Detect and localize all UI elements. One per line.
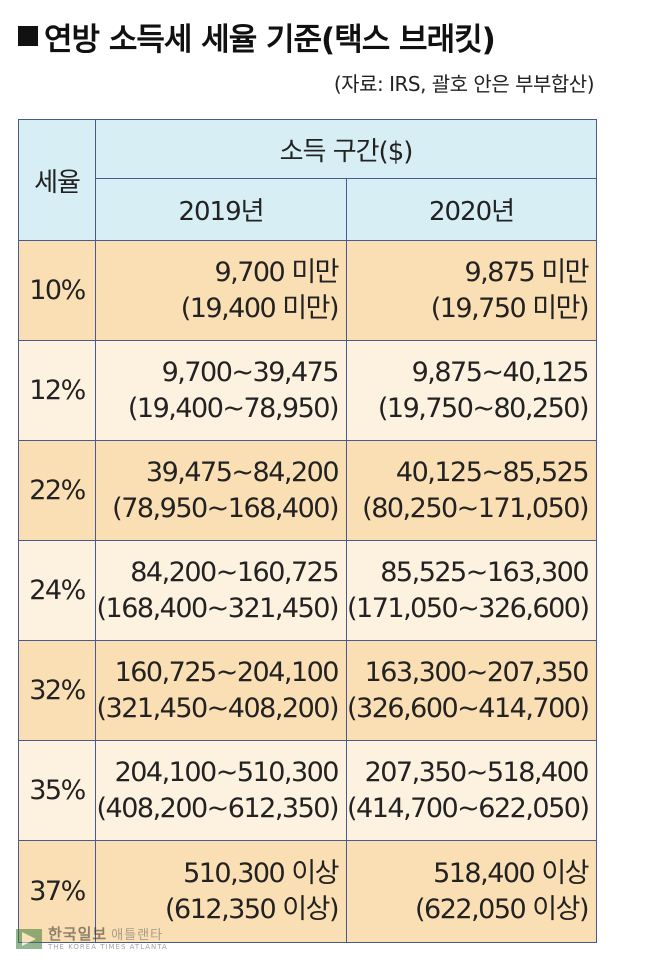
tax-rate-cell: 24% [18,540,96,641]
single-filer-range: 84,200~160,725 [130,556,339,588]
joint-filer-range: (408,200~612,350) [96,792,340,824]
joint-filer-range: (321,450~408,200) [96,692,340,724]
single-filer-range: 39,475~84,200 [145,456,340,488]
income-range-cell-2019: 510,300 이상 (612,350 이상) [95,840,347,943]
single-filer-range: 85,525~163,300 [380,556,589,588]
income-range-cell-2020: 85,525~163,300 (171,050~326,600) [346,540,597,641]
year-header-2019: 2019년 [95,178,347,241]
tax-rate-cell: 35% [18,740,96,841]
income-range-cell-2019: 9,700 미만 (19,400 미만) [95,240,347,341]
single-filer-range: 9,700 미만 [214,256,339,288]
title-square-marker [18,26,38,46]
table-row: 32% 160,725~204,100 (321,450~408,200) 163,3… [18,640,597,741]
source-note: (자료: IRS, 괄호 안은 부부합산) [333,72,595,96]
newspaper-watermark: 한국일보 애틀랜타 THE KOREA TIMES ATLANTA [16,927,168,951]
single-filer-range: 9,875~40,125 [411,356,590,388]
single-filer-range: 510,300 이상 [183,857,339,889]
year-header-2020: 2020년 [346,178,597,241]
single-filer-range: 9,700~39,475 [161,356,340,388]
income-range-cell-2020: 163,300~207,350 (326,600~414,700) [346,640,597,741]
table-row: 10% 9,700 미만 (19,400 미만) 9,875 미만 (19,750 미만… [18,240,597,341]
tax-rate-cell: 22% [18,440,96,541]
income-range-cell-2019: 204,100~510,300 (408,200~612,350) [95,740,347,841]
single-filer-range: 207,350~518,400 [364,756,590,788]
table-row: 37% 510,300 이상 (612,350 이상) 518,400 이상 (622,… [18,840,597,943]
single-filer-range: 518,400 이상 [433,857,589,889]
table-body: 10% 9,700 미만 (19,400 미만) 9,875 미만 (19,750 미만… [18,240,597,943]
table-row: 12% 9,700~39,475 (19,400~78,950) 9,875~40,1… [18,340,597,441]
joint-filer-range: (622,050 이상) [415,893,589,925]
joint-filer-range: (19,750 미만) [430,292,590,324]
joint-filer-range: (80,250~171,050) [362,492,589,524]
table-row: 35% 204,100~510,300 (408,200~612,350) 207,3… [18,740,597,841]
watermark-english: THE KOREA TIMES ATLANTA [48,943,168,951]
watermark-sub: 애틀랜타 [111,928,164,943]
table-row: 22% 39,475~84,200 (78,950~168,400) 40,125~8… [18,440,597,541]
joint-filer-range: (19,400~78,950) [127,392,340,424]
income-range-cell-2019: 39,475~84,200 (78,950~168,400) [95,440,347,541]
title-text: 연방 소득세 세율 기준(택스 브래킷) [44,22,496,58]
income-bracket-header: 소득 구간($) [95,119,597,179]
tax-rate-cell: 37% [18,840,96,943]
tax-rate-cell: 32% [18,640,96,741]
joint-filer-range: (168,400~321,450) [96,592,340,624]
korea-times-logo-icon [16,929,42,949]
tax-rate-cell: 12% [18,340,96,441]
single-filer-range: 163,300~207,350 [364,656,590,688]
joint-filer-range: (612,350 이상) [165,893,339,925]
income-range-cell-2019: 84,200~160,725 (168,400~321,450) [95,540,347,641]
income-range-cell-2019: 9,700~39,475 (19,400~78,950) [95,340,347,441]
joint-filer-range: (19,750~80,250) [377,392,590,424]
income-range-cell-2020: 9,875 미만 (19,750 미만) [346,240,597,341]
single-filer-range: 9,875 미만 [464,256,589,288]
income-range-cell-2020: 40,125~85,525 (80,250~171,050) [346,440,597,541]
income-range-cell-2019: 160,725~204,100 (321,450~408,200) [95,640,347,741]
income-range-cell-2020: 207,350~518,400 (414,700~622,050) [346,740,597,841]
joint-filer-range: (171,050~326,600) [347,592,590,624]
tax-bracket-table: 세율 소득 구간($) 2019년 2020년 10% 9,700 미만 (19,4… [18,119,597,943]
rate-header: 세율 [18,119,96,241]
single-filer-range: 40,125~85,525 [395,456,590,488]
joint-filer-range: (414,700~622,050) [347,792,590,824]
income-range-cell-2020: 518,400 이상 (622,050 이상) [346,840,597,943]
income-range-cell-2020: 9,875~40,125 (19,750~80,250) [346,340,597,441]
table-row: 24% 84,200~160,725 (168,400~321,450) 85,525… [18,540,597,641]
page-title: 연방 소득세 세율 기준(택스 브래킷) [18,14,496,59]
tax-rate-cell: 10% [18,240,96,341]
joint-filer-range: (19,400 미만) [180,292,340,324]
single-filer-range: 160,725~204,100 [114,656,340,688]
single-filer-range: 204,100~510,300 [114,756,340,788]
joint-filer-range: (78,950~168,400) [112,492,339,524]
watermark-name: 한국일보 [48,925,108,943]
joint-filer-range: (326,600~414,700) [347,692,590,724]
